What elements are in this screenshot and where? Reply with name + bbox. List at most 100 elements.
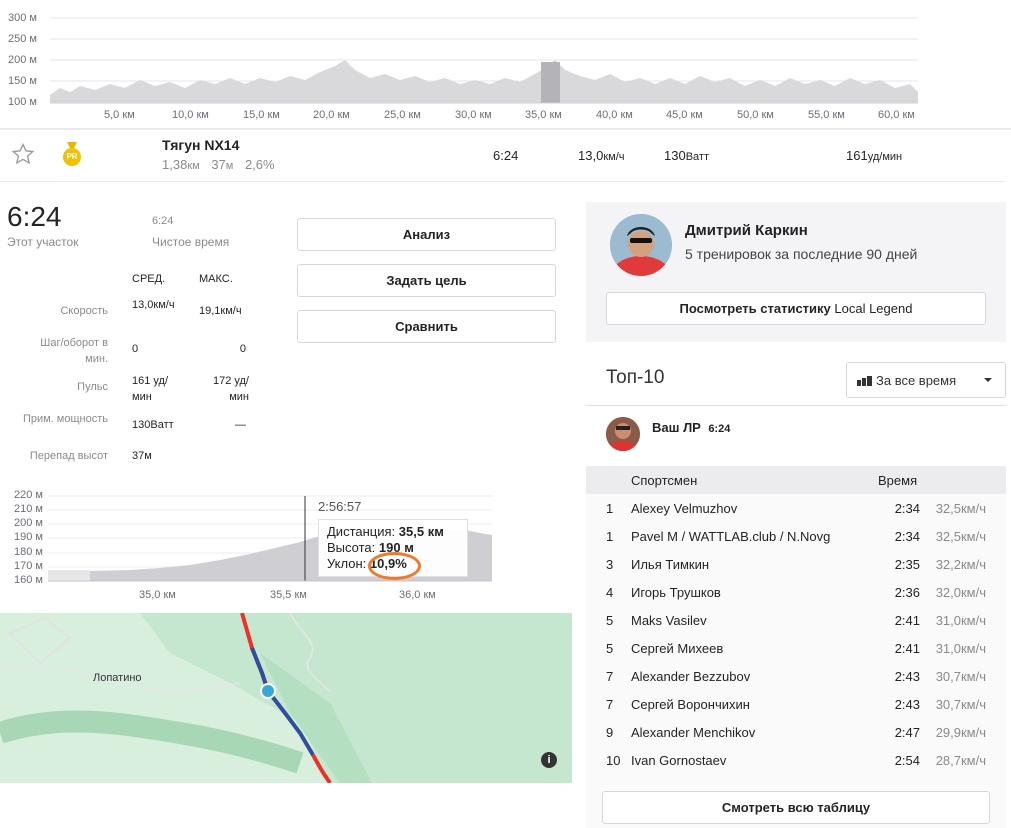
analysis-button[interactable]: Анализ	[297, 218, 556, 251]
segment-grade: 2,6%	[244, 157, 275, 172]
table-row[interactable]: 3 Илья Тимкин 2:35 32,2км/ч	[586, 550, 1006, 578]
timeframe-dropdown[interactable]: За все время	[846, 362, 1006, 398]
tooltip-dist-value: 35,5 км	[398, 524, 444, 539]
athlete-name[interactable]: Ivan Gornostaev	[631, 753, 727, 768]
athlete-name[interactable]: Alexey Velmuzhov	[631, 501, 738, 516]
rank: 5	[606, 641, 614, 656]
y-tick: 210 м	[14, 503, 43, 515]
rank: 7	[606, 669, 614, 684]
segment-time: 6:24	[493, 148, 519, 163]
table-row[interactable]: 1 Alexey Velmuzhov 2:34 32,5км/ч	[586, 494, 1006, 522]
y-tick: 200 м	[8, 54, 37, 66]
rank: 9	[606, 725, 614, 740]
x-tick: 5,0 км	[104, 109, 135, 121]
effort-time: 2:34	[894, 501, 920, 516]
x-tick: 50,0 км	[737, 109, 774, 121]
effort-time: 2:36	[894, 585, 920, 600]
rank: 3	[606, 557, 614, 572]
effort-speed: 31,0км/ч	[935, 613, 986, 628]
leaderboard-header: Спортсмен Время	[586, 466, 1006, 494]
divider	[0, 128, 1011, 130]
segment-speed: 13,0	[578, 148, 604, 163]
table-row[interactable]: 7 Alexander Bezzubov 2:43 30,7км/ч	[586, 662, 1006, 690]
route-map[interactable]: Лопатино i	[0, 613, 572, 783]
stat-max: 0	[239, 343, 246, 355]
table-row[interactable]: 9 Alexander Menchikov 2:47 29,9км/ч	[586, 718, 1006, 746]
leaderboard-body	[586, 494, 1006, 828]
athlete-name[interactable]: Maks Vasilev	[631, 613, 707, 628]
legend-name[interactable]: Дмитрий Каркин	[685, 222, 808, 239]
y-tick: 250 м	[8, 33, 37, 45]
table-row[interactable]: 4 Игорь Трушков 2:36 32,0км/ч	[586, 578, 1006, 606]
your-avatar[interactable]	[606, 417, 640, 451]
x-tick: 35,5 км	[270, 589, 307, 601]
elevation-chart: 300 м 250 м 200 м 150 м 100 м 5,0 км 10,…	[0, 0, 1011, 128]
effort-speed: 30,7км/ч	[935, 669, 986, 684]
y-tick: 300 м	[8, 12, 37, 24]
effort-time: 2:34	[894, 529, 920, 544]
segment-row[interactable]: PR Тягун NX14 1,38км 37м 2,6% 6:24 13,0к…	[0, 130, 1005, 182]
effort-speed: 32,2км/ч	[935, 557, 986, 572]
rank: 7	[606, 697, 614, 712]
moving-time-label: Чистое время	[152, 235, 230, 249]
y-tick: 160 м	[14, 574, 43, 586]
y-tick: 180 м	[14, 546, 43, 558]
map-place-label: Лопатино	[93, 672, 142, 684]
leaderboard-top-border	[586, 405, 1006, 406]
athlete-name[interactable]: Игорь Трушков	[631, 585, 721, 600]
segment-distance-unit: км	[187, 160, 200, 172]
table-row[interactable]: 7 Сергей Ворончихин 2:43 30,7км/ч	[586, 690, 1006, 718]
view-full-leaderboard-button[interactable]: Смотреть всю таблицу	[602, 791, 990, 824]
athlete-name[interactable]: Alexander Bezzubov	[631, 669, 751, 684]
athlete-name[interactable]: Илья Тимкин	[631, 557, 710, 572]
rank: 1	[606, 501, 614, 516]
col-athlete-header: Спортсмен	[631, 473, 698, 488]
x-tick: 35,0 км	[139, 589, 176, 601]
athlete-name[interactable]: Alexander Menchikov	[631, 725, 756, 740]
stat-avg: 37м	[132, 450, 152, 462]
x-tick: 36,0 км	[399, 589, 436, 601]
athlete-name[interactable]: Сергей Михеев	[631, 641, 724, 656]
stat-avg: 0	[132, 343, 139, 355]
effort-time: 2:41	[894, 641, 920, 656]
y-tick: 170 м	[14, 560, 43, 572]
tooltip-grade-label: Уклон:	[327, 556, 367, 571]
segment-elev-unit: м	[225, 160, 234, 172]
col-max-header: МАКС.	[199, 273, 233, 285]
col-time-header: Время	[878, 473, 918, 488]
table-row[interactable]: 1 Pavel M / WATTLAB.club / N.Novg 2:34 3…	[586, 522, 1006, 550]
map-info-icon[interactable]: i	[541, 752, 557, 768]
stat-max: 19,1км/ч	[199, 305, 242, 317]
top10-title: Топ-10	[606, 367, 665, 388]
stat-max: 172 уд/мин	[212, 375, 249, 403]
compare-button[interactable]: Сравнить	[297, 310, 556, 343]
segment-distance: 1,38	[162, 157, 188, 172]
table-row[interactable]: 5 Maks Vasilev 2:41 31,0км/ч	[586, 606, 1006, 634]
segment-name[interactable]: Тягун NX14	[162, 137, 240, 153]
legend-avatar[interactable]	[610, 214, 672, 276]
athlete-name[interactable]: Pavel M / WATTLAB.club / N.Novg	[631, 529, 831, 544]
moving-time: 6:24	[152, 215, 174, 227]
star-icon[interactable]	[11, 142, 35, 166]
table-row[interactable]: 5 Сергей Михеев 2:41 31,0км/ч	[586, 634, 1006, 662]
effort-time-label: Этот участок	[7, 235, 79, 249]
y-tick: 200 м	[14, 517, 43, 529]
effort-speed: 30,7км/ч	[935, 697, 986, 712]
table-row[interactable]: 10 Ivan Gornostaev 2:54 28,7км/ч	[586, 746, 1006, 774]
set-goal-button[interactable]: Задать цель	[297, 264, 556, 297]
stat-label: Пульс	[77, 381, 108, 393]
effort-time: 2:41	[894, 613, 920, 628]
y-tick: 190 м	[14, 531, 43, 543]
segment-elevation-chart[interactable]: 220 м 210 м 200 м 190 м 180 м 170 м 160 …	[0, 486, 500, 606]
x-tick: 25,0 км	[384, 109, 421, 121]
col-avg-header: СРЕД.	[132, 273, 166, 285]
x-tick: 15,0 км	[243, 109, 280, 121]
legend-stats-button[interactable]: Посмотреть статистику Local Legend	[606, 292, 986, 325]
stat-label: Скорость	[60, 305, 108, 317]
effort-time: 2:35	[894, 557, 920, 572]
pr-badge-text: PR	[66, 152, 78, 161]
segment-speed-unit: км/ч	[603, 151, 625, 163]
athlete-name[interactable]: Сергей Ворончихин	[631, 697, 750, 712]
segment-hr: 161	[846, 148, 868, 163]
segment-elev: 37	[211, 157, 226, 172]
